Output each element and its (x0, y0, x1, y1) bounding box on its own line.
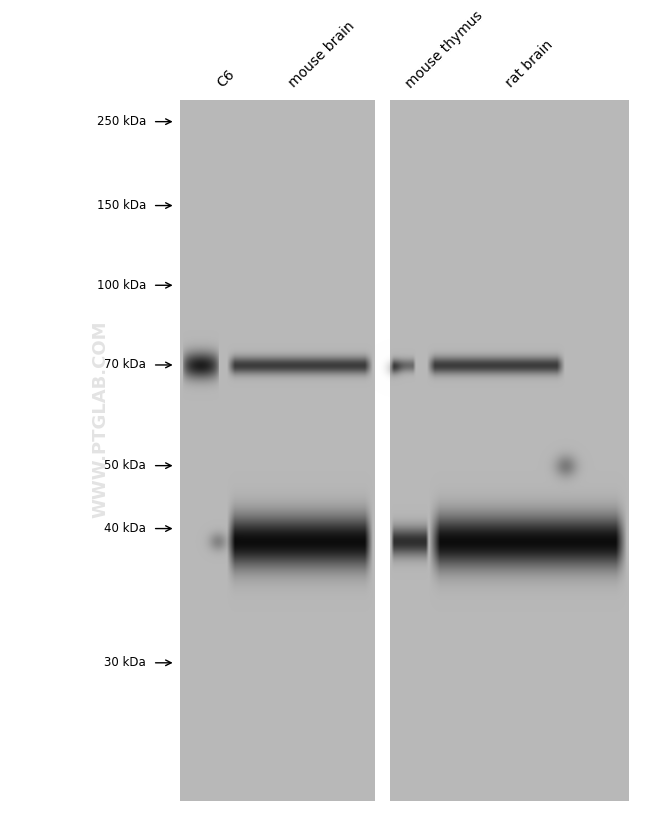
Text: 100 kDa: 100 kDa (97, 279, 146, 292)
Bar (390, 101, 629, 801)
Text: 40 kDa: 40 kDa (105, 522, 146, 535)
Text: C6: C6 (214, 68, 237, 91)
Text: 250 kDa: 250 kDa (97, 115, 146, 128)
Text: mouse brain: mouse brain (286, 19, 357, 91)
Bar (181, 101, 376, 801)
Text: 70 kDa: 70 kDa (105, 358, 146, 372)
Text: WWW.PTGLAB.COM: WWW.PTGLAB.COM (92, 320, 110, 519)
Text: 30 kDa: 30 kDa (105, 656, 146, 670)
Text: rat brain: rat brain (504, 39, 556, 91)
Text: 150 kDa: 150 kDa (97, 199, 146, 212)
Text: mouse thymus: mouse thymus (403, 8, 486, 91)
Text: 50 kDa: 50 kDa (105, 459, 146, 472)
